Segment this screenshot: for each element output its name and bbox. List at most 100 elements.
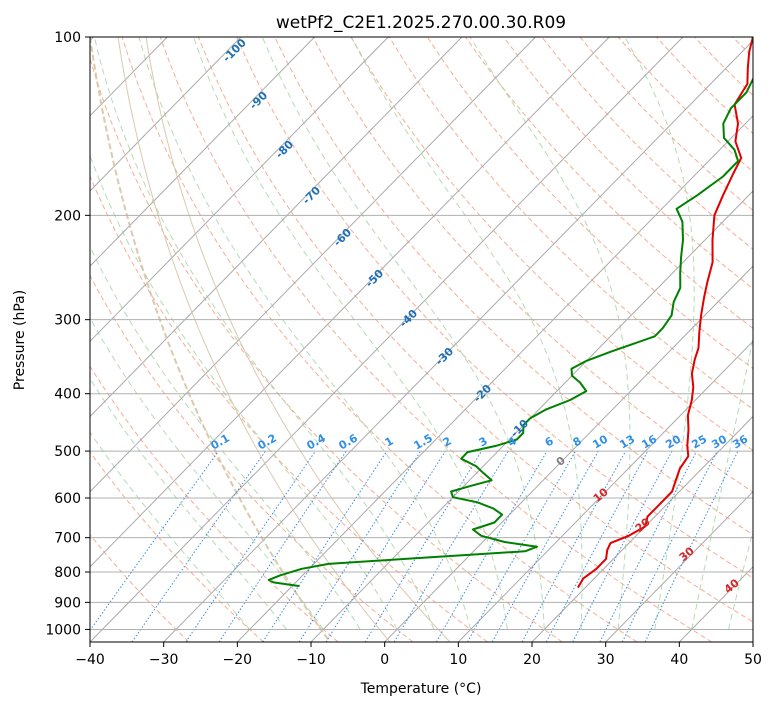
moist-adiabat: [261, 37, 545, 630]
mixing-ratio-lines: [90, 450, 739, 642]
background-lines: [90, 37, 753, 642]
theta-e-label: 40: [722, 576, 742, 596]
isotherm-line: [90, 37, 389, 343]
y-tick-label: 800: [54, 565, 81, 581]
moist-adiabat: [90, 245, 361, 630]
mixing-ratio-label: 25: [689, 433, 709, 452]
isotherm-line: [163, 39, 753, 642]
x-tick-label: −40: [75, 652, 105, 668]
mixing-ratio-label: 0.4: [305, 431, 329, 452]
moist-adiabat: [90, 431, 250, 630]
isotherm-line: [236, 115, 753, 642]
dry-adiabat: [90, 175, 488, 642]
x-tick-label: 30: [597, 652, 615, 668]
y-tick-label: 600: [54, 491, 81, 507]
mixing-ratio-label: 20: [663, 432, 683, 451]
dry-adiabat: [90, 56, 563, 642]
moist-adiabat: [350, 37, 583, 630]
isotherm-line: [90, 37, 463, 418]
isotherm-line: [531, 415, 753, 642]
isotherm-line: [90, 37, 242, 192]
mixing-ratio-line: [325, 450, 446, 642]
x-tick-label: −20: [223, 652, 253, 668]
dry-adiabat: [236, 37, 753, 579]
mixing-ratio-label: 1.5: [412, 431, 435, 452]
x-tick-label: 50: [744, 652, 762, 668]
mixing-ratio-label: 2: [441, 434, 454, 449]
y-tick-label: 100: [54, 30, 81, 46]
mixing-ratio-line: [644, 450, 739, 642]
isotherm-line: [90, 37, 315, 267]
moist-adiabat: [93, 37, 435, 630]
moist-adiabat: [691, 335, 753, 630]
moist-adiabat: [728, 528, 753, 630]
chart-title: wetPf2_C2E1.2025.270.00.30.R09: [276, 13, 566, 33]
isotherm-line: [457, 340, 753, 642]
mixing-ratio-line: [467, 450, 577, 642]
mixing-ratio-line: [262, 450, 388, 642]
moist-adiabat: [193, 37, 508, 630]
curve-line: [117, 37, 391, 642]
moist-adiabat: [138, 37, 472, 630]
curve-line: [90, 37, 331, 642]
mixing-ratio-line: [521, 450, 627, 642]
dry-adiabat: [90, 451, 264, 642]
x-axis: −40 −30 −20 −10 0 10 20 30 40 50: [75, 642, 762, 668]
isotherm-label: -50: [363, 267, 386, 290]
curve-line: [145, 37, 451, 642]
x-tick-label: 10: [449, 652, 467, 668]
series-group: [267, 37, 753, 589]
y-tick-label: 900: [54, 595, 81, 611]
mixing-ratio-line: [185, 450, 316, 642]
mixing-ratio-label: 13: [617, 433, 637, 452]
mixing-ratio-line: [599, 450, 698, 642]
moist-adiabat: [90, 377, 287, 630]
inline-labels: -100-90-80-70-60-50-40-30-20-100.1 0.2 0.4…: [209, 36, 751, 596]
dry-adiabat: [579, 37, 753, 212]
isotherm-line: [90, 37, 536, 493]
mixing-ratio-label: 1: [383, 434, 396, 449]
y-tick-label: 500: [54, 444, 81, 460]
y-tick-label: 200: [54, 208, 81, 224]
dry-adiabat: [503, 37, 753, 290]
dewpoint-line: [267, 37, 753, 588]
dry-adiabat: [90, 533, 190, 642]
isotherm-line: [310, 190, 753, 642]
dry-adiabat: [694, 37, 753, 96]
isotherm-label: -100: [220, 36, 249, 65]
y-axis-label: Pressure (hPa): [12, 290, 28, 390]
dry-adiabat: [350, 37, 753, 451]
theta-e-label: 10: [591, 485, 611, 505]
mixing-ratio-line: [393, 450, 509, 642]
mixing-ratio-label: 0.1: [209, 431, 232, 452]
mixing-ratio-line: [131, 450, 266, 642]
mixing-ratio-line: [572, 450, 673, 642]
mixing-ratio-line: [90, 450, 220, 632]
dry-adiabat: [465, 37, 753, 329]
theta-e-label: 30: [677, 544, 697, 564]
y-tick-label: 300: [54, 313, 81, 329]
plot-frame: [89, 36, 754, 643]
dry-adiabat: [312, 37, 753, 493]
mixing-ratio-label: 30: [709, 432, 729, 451]
x-tick-label: −10: [296, 652, 326, 668]
x-tick-label: −30: [149, 652, 179, 668]
temperature-line: [577, 37, 753, 589]
x-tick-label: 0: [380, 652, 389, 668]
dry-adiabat: [388, 37, 753, 410]
dry-adiabat: [90, 274, 414, 642]
mixing-ratio-label: 36: [730, 432, 750, 451]
moist-adiabat: [90, 317, 324, 630]
y-tick-label: 700: [54, 531, 81, 547]
x-axis-label: Temperature (°C): [360, 681, 482, 697]
mixing-ratio-label: 0.6: [337, 431, 361, 452]
isotherm-label: -80: [273, 138, 296, 161]
isotherm-line: [384, 265, 753, 642]
y-tick-label: 400: [54, 387, 81, 403]
x-tick-label: 20: [523, 652, 541, 668]
mixing-ratio-label: 0.2: [256, 431, 279, 452]
isotherm-line: [90, 37, 684, 642]
isotherm-line: [90, 37, 610, 568]
dry-adiabat: [121, 37, 638, 642]
